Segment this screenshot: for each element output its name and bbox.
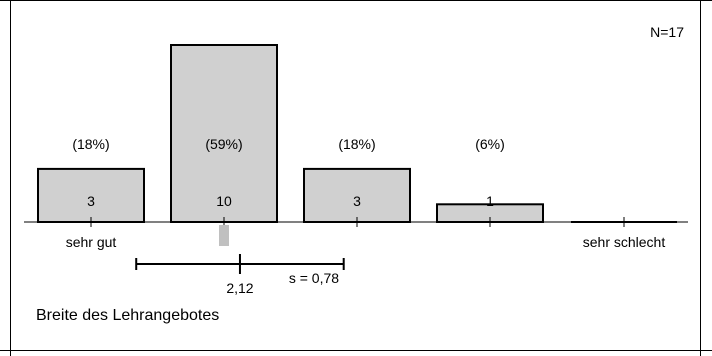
mean-label: 2,12 <box>226 280 253 296</box>
bar-3 <box>303 167 411 223</box>
bar-value-label-2: 10 <box>216 193 232 209</box>
sample-size-label: N=17 <box>650 24 684 40</box>
scale-label-right: sehr schlecht <box>583 234 666 250</box>
bar-value-label-4: 1 <box>486 193 494 209</box>
bar-percent-label-1: (18%) <box>72 136 109 152</box>
scale-label-left: sehr gut <box>66 234 117 250</box>
bar-percent-label-3: (18%) <box>338 136 375 152</box>
bar-1 <box>37 167 145 223</box>
frame-right-line <box>700 0 701 356</box>
chart-title: Breite des Lehrangebotes <box>36 307 220 324</box>
frame-left-line <box>10 0 11 356</box>
bar-value-label-3: 3 <box>353 193 361 209</box>
sd-label: s = 0,78 <box>289 270 339 286</box>
frame-top-line <box>0 0 712 1</box>
frame-bottom-line <box>0 350 712 351</box>
bar-percent-label-4: (6%) <box>475 136 505 152</box>
bar-2 <box>170 44 278 223</box>
bar-percent-label-2: (59%) <box>205 136 242 152</box>
bar-value-label-1: 3 <box>87 193 95 209</box>
median-marker <box>219 225 229 246</box>
